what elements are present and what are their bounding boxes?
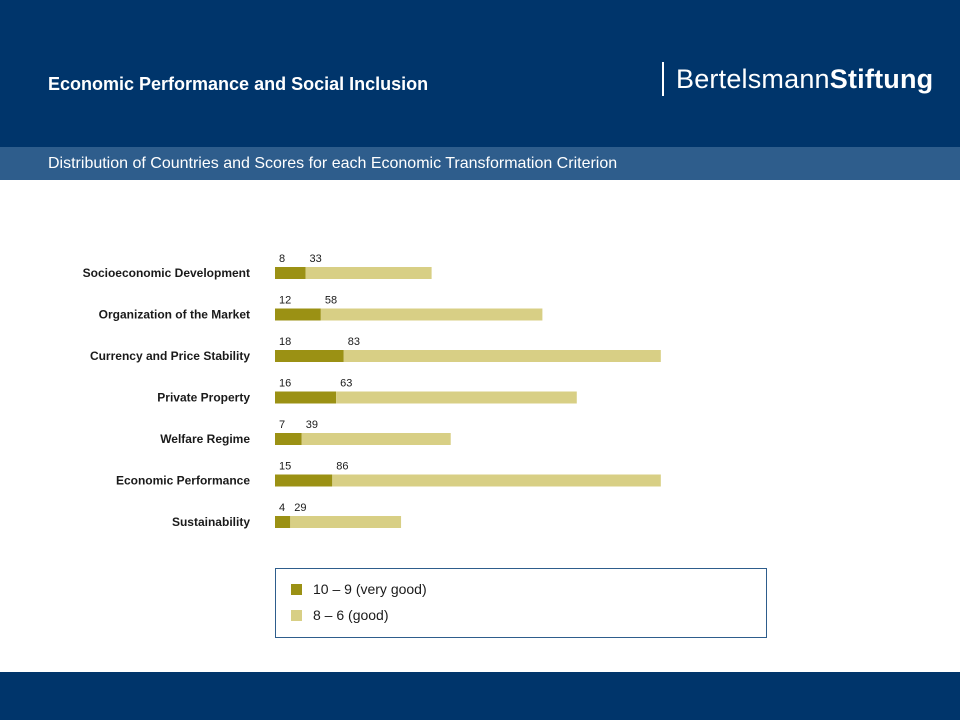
data-label-sustainability-series-1: 4 xyxy=(279,502,285,514)
page-title: Economic Performance and Social Inclusio… xyxy=(48,74,429,94)
bar-organization-of-the-market-series-1 xyxy=(275,308,321,321)
bar-socioeconomic-development-series-2 xyxy=(305,267,432,279)
data-label-organization-of-the-market-series-1: 12 xyxy=(279,295,291,307)
data-label-currency-and-price-stability-series-1: 18 xyxy=(279,336,291,348)
bar-sustainability-series-2 xyxy=(290,516,402,528)
category-label-currency-and-price-stability: Currency and Price Stability xyxy=(90,349,250,363)
brand-divider xyxy=(662,62,664,96)
bar-currency-and-price-stability-series-2 xyxy=(343,350,661,362)
category-label-welfare-regime: Welfare Regime xyxy=(160,432,250,446)
category-label-socioeconomic-development: Socioeconomic Development xyxy=(83,266,250,280)
header-band xyxy=(0,0,960,147)
bar-welfare-regime-series-1 xyxy=(275,433,302,445)
bar-economic-performance-series-2 xyxy=(332,474,661,487)
data-label-currency-and-price-stability-series-2: 83 xyxy=(348,336,360,348)
bar-private-property-series-1 xyxy=(275,391,337,404)
data-label-socioeconomic-development-series-2: 33 xyxy=(310,253,322,265)
bar-economic-performance-series-1 xyxy=(275,474,333,487)
legend-item-good: 8 – 6 (good) xyxy=(291,607,389,623)
data-label-organization-of-the-market-series-2: 58 xyxy=(325,295,337,307)
bar-private-property-series-2 xyxy=(336,391,577,404)
data-label-private-property-series-1: 16 xyxy=(279,378,291,390)
data-label-socioeconomic-development-series-1: 8 xyxy=(279,253,285,265)
legend-swatch-good xyxy=(291,609,302,621)
subtitle-band xyxy=(0,147,960,180)
page-subtitle: Distribution of Countries and Scores for… xyxy=(48,155,618,172)
footer-band xyxy=(0,672,960,720)
category-label-organization-of-the-market: Organization of the Market xyxy=(99,308,250,322)
bar-chart: Socioeconomic Development 8 33 Organization… xyxy=(83,253,661,529)
data-label-sustainability-series-2: 29 xyxy=(294,502,306,514)
data-label-private-property-series-2: 63 xyxy=(340,378,352,390)
bar-socioeconomic-development-series-1 xyxy=(275,267,306,279)
brand-regular: Bertelsmann xyxy=(676,64,830,94)
category-label-sustainability: Sustainability xyxy=(172,515,250,529)
data-label-welfare-regime-series-2: 39 xyxy=(306,419,318,431)
bar-currency-and-price-stability-series-1 xyxy=(275,350,344,362)
data-label-economic-performance-series-1: 15 xyxy=(279,461,291,473)
bar-sustainability-series-1 xyxy=(275,516,291,528)
category-label-private-property: Private Property xyxy=(157,391,250,405)
bar-organization-of-the-market-series-2 xyxy=(320,308,543,321)
category-label-economic-performance: Economic Performance xyxy=(116,474,250,488)
legend-swatch-very-good xyxy=(291,583,302,595)
legend-item-very-good: 10 – 9 (very good) xyxy=(291,581,427,597)
legend-label-very-good: 10 – 9 (very good) xyxy=(313,581,427,597)
brand-logo: BertelsmannStiftung xyxy=(676,64,933,95)
data-label-economic-performance-series-2: 86 xyxy=(336,461,348,473)
data-label-welfare-regime-series-1: 7 xyxy=(279,419,285,431)
chart-legend: 10 – 9 (very good) 8 – 6 (good) xyxy=(275,568,767,638)
legend-label-good: 8 – 6 (good) xyxy=(313,607,389,623)
brand-bold: Stiftung xyxy=(829,64,934,94)
bar-welfare-regime-series-2 xyxy=(301,433,451,445)
